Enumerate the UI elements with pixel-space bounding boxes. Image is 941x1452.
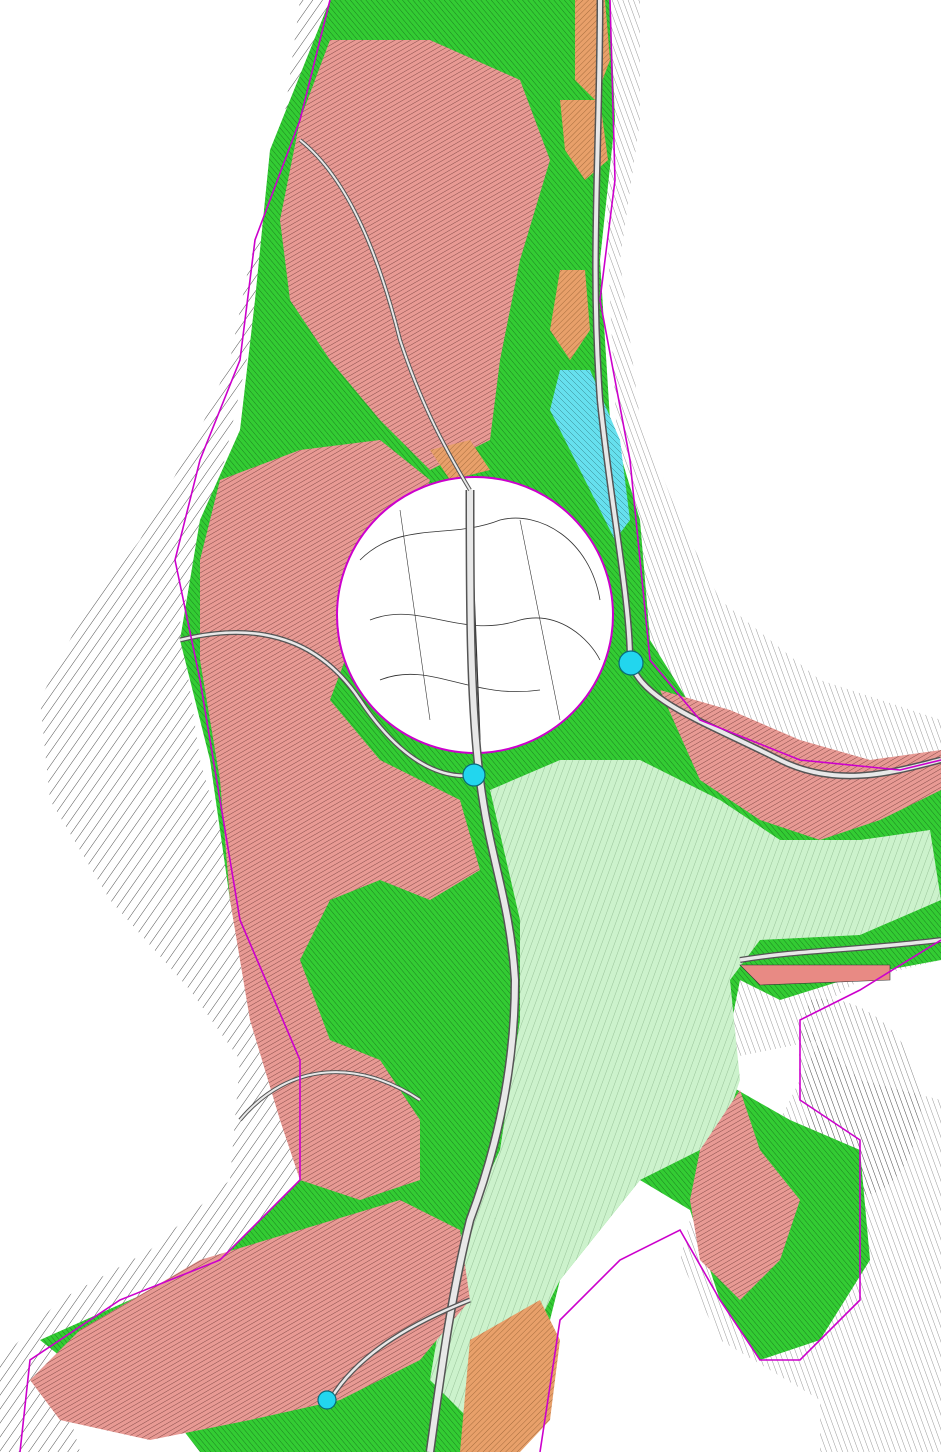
survey-point-east[interactable] — [618, 650, 644, 676]
road-network — [179, 0, 941, 1452]
survey-point-center[interactable] — [462, 763, 486, 787]
survey-markers — [317, 650, 644, 1410]
planning-boundary — [19, 0, 941, 1452]
survey-point-south[interactable] — [317, 1390, 337, 1410]
pink-zones — [30, 40, 941, 1440]
light-green-zone — [430, 760, 941, 1420]
